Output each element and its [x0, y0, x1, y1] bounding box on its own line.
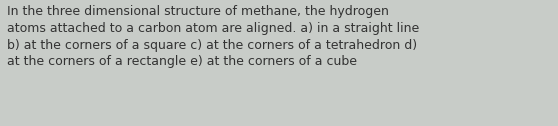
Text: In the three dimensional structure of methane, the hydrogen
atoms attached to a : In the three dimensional structure of me…: [7, 5, 419, 68]
